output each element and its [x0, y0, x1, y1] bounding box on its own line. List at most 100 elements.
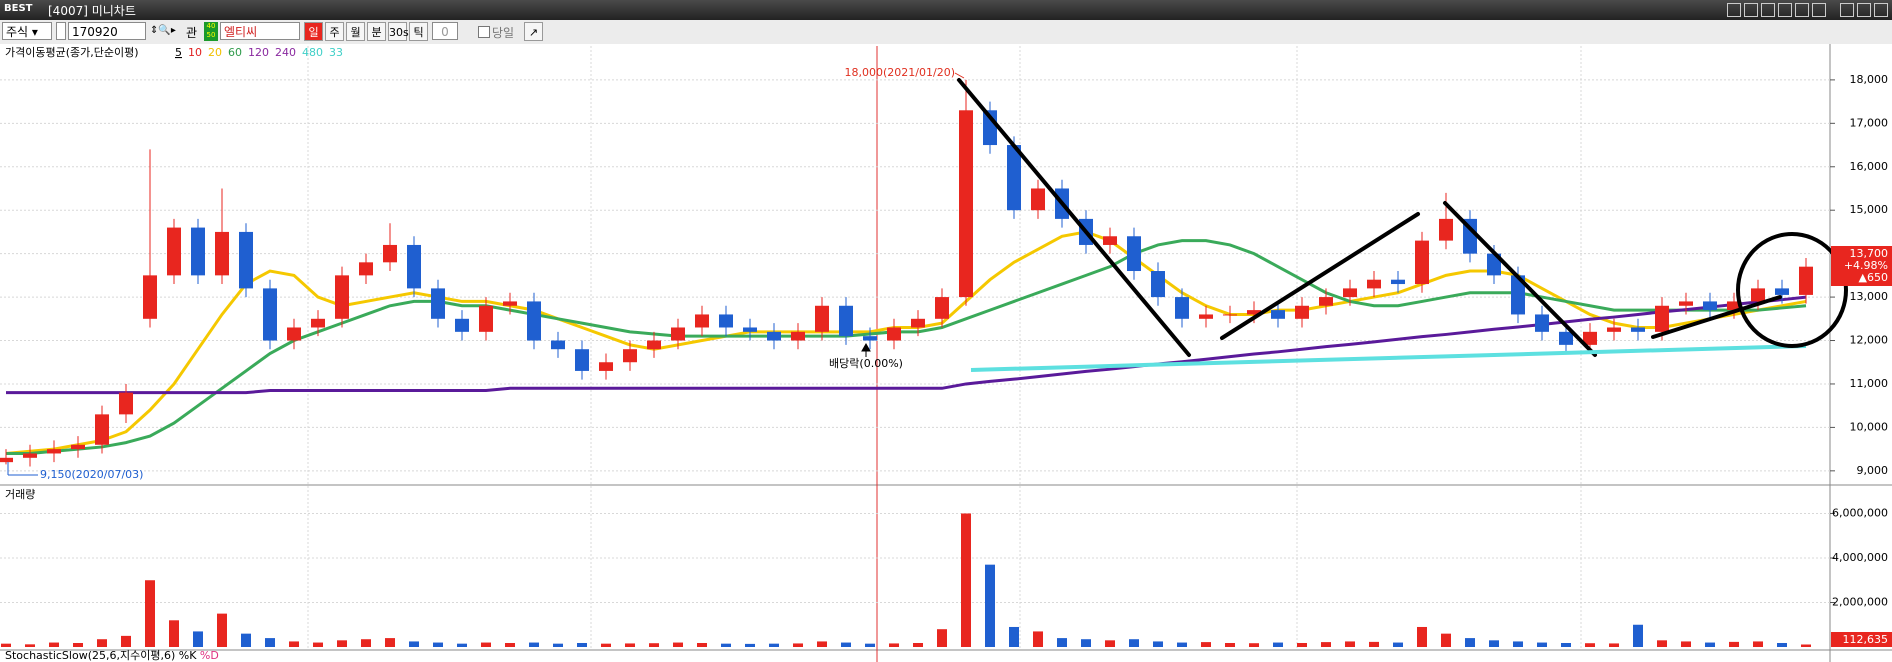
candle-body [407, 244, 421, 289]
candle-body [1415, 240, 1429, 285]
volume-bar [1153, 641, 1163, 647]
period-button[interactable]: 일 [304, 22, 323, 41]
volume-bar [1105, 640, 1115, 647]
volume-bar [1585, 643, 1595, 647]
candle-body [719, 314, 733, 328]
stochastic-label: StochasticSlow(25,6,지수이평,6) %K %D [5, 649, 219, 662]
logo: BEST [4, 3, 33, 14]
trend-lines [957, 78, 1782, 357]
volume-bar [529, 642, 539, 647]
volume-bar [841, 642, 851, 647]
candle-body [311, 318, 325, 328]
candle-body [23, 453, 37, 458]
candle-body [47, 449, 61, 454]
ma-legend-item: 5 [175, 46, 182, 59]
volume-bar [265, 638, 275, 647]
y-tick-label: 10,000 [1850, 420, 1889, 433]
volume-bar [1753, 641, 1763, 647]
volume-bar [1177, 642, 1187, 647]
highlight-circle [1736, 232, 1848, 348]
candle-body [95, 414, 109, 445]
volume-bar [169, 620, 179, 647]
candle-body [1031, 188, 1045, 211]
volume-label: 거래량 [5, 488, 35, 501]
chart-tool[interactable]: ↗ [524, 22, 543, 41]
watch-button[interactable]: 관 [186, 26, 198, 40]
candle-body [791, 331, 805, 341]
y-tick-label: 17,000 [1850, 116, 1889, 129]
market-select[interactable]: 주식 ▾ [2, 22, 52, 40]
y-tick-label: 6,000,000 [1832, 506, 1888, 519]
stock-name: 엘티씨 [220, 22, 300, 40]
moving-average [6, 239, 1807, 455]
period-button[interactable]: 월 [346, 22, 365, 41]
window-buttons[interactable] [1724, 3, 1888, 20]
y-tick-label: 15,000 [1850, 203, 1889, 216]
candle-body [1727, 301, 1741, 311]
candle-body [575, 349, 589, 371]
code: 170920 [72, 25, 118, 39]
volume-bar [241, 633, 251, 647]
period-button[interactable]: 틱 [409, 22, 428, 41]
volume-bar [385, 638, 395, 647]
candle-body [1007, 145, 1021, 211]
volume-bar [1033, 631, 1043, 647]
candle-body [1175, 297, 1189, 319]
candle-body [503, 301, 517, 306]
volume-bar [1777, 642, 1787, 647]
candle-body [935, 297, 949, 319]
change: ▲650 [1859, 271, 1888, 284]
spin[interactable] [56, 22, 66, 40]
volume-bar [1705, 642, 1715, 647]
period-button[interactable]: 분 [367, 22, 386, 41]
badge-top: 40 [206, 22, 216, 30]
candle-body [191, 227, 205, 276]
dividend-annotation: 배당락(0.00%) [829, 357, 903, 370]
candle-body [335, 275, 349, 319]
volume-bar [937, 629, 947, 647]
candle-body [287, 327, 301, 341]
volume-bar [193, 631, 203, 647]
period-button[interactable]: 주 [325, 22, 344, 41]
high-annotation: 18,000(2021/01/20) [845, 66, 955, 79]
high-arrow [954, 72, 965, 79]
candle-body [1247, 310, 1261, 315]
volume-bar [145, 580, 155, 647]
candle-body [671, 327, 685, 341]
volume-bar [817, 641, 827, 647]
candle-body [1607, 327, 1621, 332]
moving-average [6, 295, 1807, 395]
toolbar: 주식 ▾ 170920 ⇕🔍▸ 관 40 50 엘티씨 일 주 월 분 30s 틱 0 당일… [0, 20, 1892, 45]
change-pct: +4.98% [1844, 259, 1888, 272]
window-title: [4007] 미니차트 [48, 4, 136, 18]
period-button[interactable]: 30s [388, 22, 409, 41]
volume-bar [49, 642, 59, 647]
ma-legend-item: 20 [208, 46, 222, 59]
volume-bar [577, 642, 587, 647]
volume-bar [1681, 641, 1691, 647]
moving-average [5, 230, 1807, 455]
support-line [970, 344, 1807, 372]
ma-legend-item: 33 [329, 46, 343, 59]
volume-bar [697, 642, 707, 647]
candle-body [863, 336, 877, 341]
count[interactable]: 0 [432, 22, 458, 40]
volume-bar [1201, 642, 1211, 647]
candle-body [767, 331, 781, 341]
y-tick-label: 2,000,000 [1832, 595, 1888, 608]
volume-bar [721, 643, 731, 647]
volume-bar [1657, 640, 1667, 647]
volume-bar [913, 642, 923, 647]
code-input[interactable]: 170920 [68, 22, 146, 40]
checkbox[interactable] [478, 26, 490, 38]
chart: 9,00010,00011,00012,00013,00014,00015,00… [0, 44, 1892, 662]
search-icons[interactable]: ⇕🔍▸ [150, 25, 176, 36]
candle-body [455, 318, 469, 332]
candle-body [359, 262, 373, 276]
volume-bar [1633, 624, 1643, 647]
candle-body [1679, 301, 1693, 306]
y-tick-label: 18,000 [1850, 73, 1889, 86]
volume-bar [1273, 642, 1283, 647]
candle-body [143, 275, 157, 319]
candle-body [1199, 314, 1213, 319]
